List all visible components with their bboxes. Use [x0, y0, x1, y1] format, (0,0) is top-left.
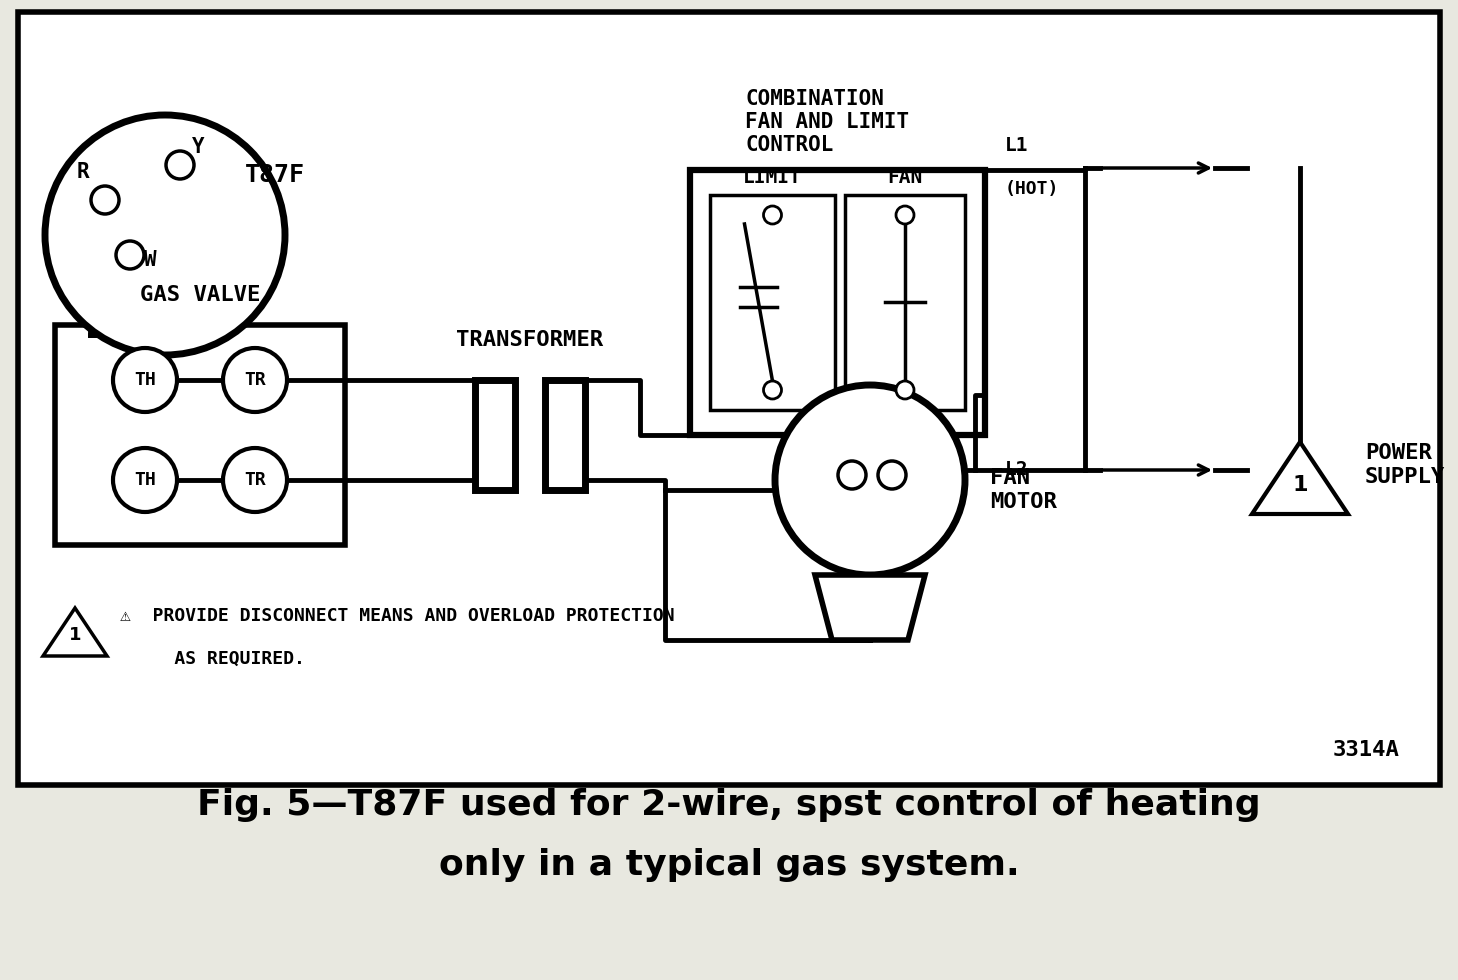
Text: 3314A: 3314A — [1333, 740, 1400, 760]
Text: AS REQUIRED.: AS REQUIRED. — [120, 650, 305, 668]
Text: TR: TR — [243, 471, 265, 489]
Text: 1: 1 — [69, 626, 82, 644]
Circle shape — [166, 151, 194, 179]
Circle shape — [897, 381, 914, 399]
Text: W: W — [144, 250, 156, 270]
Bar — [710, 195, 835, 410]
Bar — [486, 397, 504, 473]
Text: T87F: T87F — [245, 163, 305, 187]
Bar — [846, 195, 965, 410]
Bar — [55, 325, 346, 545]
Text: FAN
MOTOR: FAN MOTOR — [990, 468, 1057, 512]
Circle shape — [878, 461, 905, 489]
Circle shape — [897, 206, 914, 224]
Text: POWER
SUPPLY: POWER SUPPLY — [1365, 443, 1445, 487]
Text: (HOT): (HOT) — [1005, 180, 1060, 198]
Bar — [545, 380, 585, 490]
Circle shape — [838, 461, 866, 489]
Bar — [475, 380, 515, 490]
Text: Y: Y — [191, 137, 204, 157]
Text: TH: TH — [134, 371, 156, 389]
Polygon shape — [1252, 442, 1349, 514]
Text: COMBINATION
FAN AND LIMIT
CONTROL: COMBINATION FAN AND LIMIT CONTROL — [745, 88, 910, 155]
Text: TRANSFORMER: TRANSFORMER — [456, 330, 604, 350]
Text: L2: L2 — [1005, 461, 1028, 479]
Text: TR: TR — [243, 371, 265, 389]
Circle shape — [90, 186, 120, 214]
Circle shape — [223, 448, 287, 512]
Circle shape — [764, 381, 781, 399]
Circle shape — [117, 241, 144, 269]
Text: R: R — [77, 162, 89, 182]
Bar — [17, 12, 1441, 785]
Text: LIMIT: LIMIT — [744, 168, 802, 187]
Polygon shape — [42, 608, 106, 656]
Text: FAN: FAN — [888, 168, 923, 187]
Text: ⚠  PROVIDE DISCONNECT MEANS AND OVERLOAD PROTECTION: ⚠ PROVIDE DISCONNECT MEANS AND OVERLOAD … — [120, 607, 675, 625]
Text: 1: 1 — [1292, 475, 1308, 495]
Polygon shape — [815, 575, 924, 640]
Circle shape — [776, 385, 965, 575]
Text: GAS VALVE: GAS VALVE — [140, 285, 260, 305]
Circle shape — [223, 348, 287, 412]
Circle shape — [45, 115, 284, 355]
Circle shape — [114, 448, 176, 512]
Bar — [555, 397, 574, 473]
Text: Fig. 5—T87F used for 2-wire, spst control of heating: Fig. 5—T87F used for 2-wire, spst contro… — [197, 788, 1261, 822]
Circle shape — [764, 206, 781, 224]
Text: L1: L1 — [1005, 136, 1028, 155]
Circle shape — [114, 348, 176, 412]
Text: only in a typical gas system.: only in a typical gas system. — [439, 848, 1019, 882]
Bar — [690, 170, 986, 435]
Text: TH: TH — [134, 471, 156, 489]
